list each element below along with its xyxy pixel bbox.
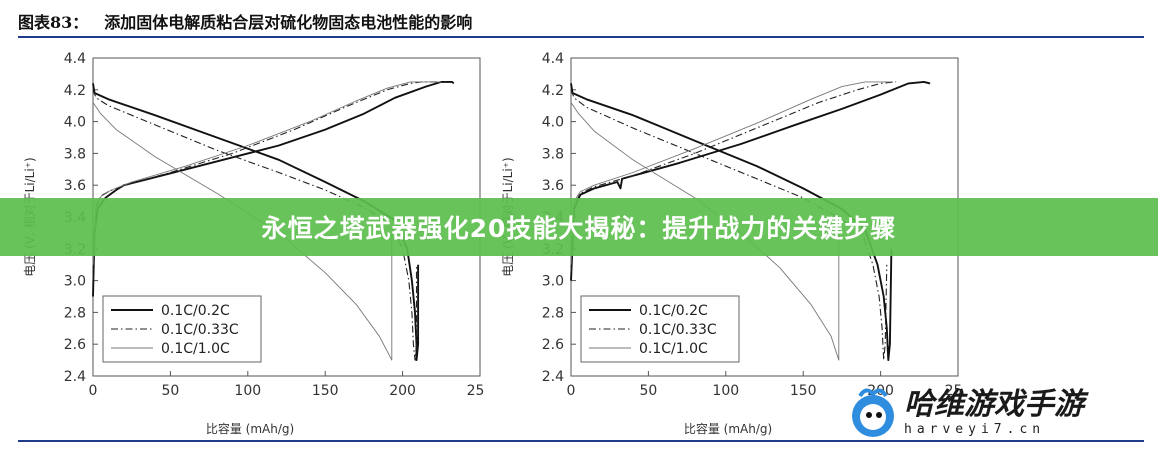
figure-title-bar: 图表83： 添加固体电解质粘合层对硫化物固态电池性能的影响 [18, 6, 1144, 38]
y-tick-label: 3.8 [64, 146, 86, 162]
legend-label: 0.1C/0.33C [161, 322, 239, 338]
series-line-discharge [92, 89, 418, 361]
watermark-url: harveyi7.cn [904, 421, 1046, 437]
x-axis-label: 比容量 (mAh/g) [206, 421, 294, 436]
y-tick-label: 3.0 [64, 274, 86, 290]
x-tick-label: 200 [389, 383, 416, 399]
legend-label: 0.1C/1.0C [639, 341, 708, 357]
y-tick-label: 3.6 [64, 178, 86, 194]
mascot-icon [852, 388, 894, 437]
y-tick-label: 2.6 [64, 337, 86, 353]
chart-left: 2.42.62.83.03.23.43.63.84.04.24.40501001… [23, 51, 485, 436]
overlay-headline: 永恒之塔武器强化20技能大揭秘：提升战力的关键步骤 [261, 214, 897, 243]
x-tick-label: 50 [639, 383, 657, 399]
x-tick-label: 250 [467, 383, 485, 399]
x-tick-label: 250 [945, 383, 963, 399]
x-tick-label: 100 [712, 383, 739, 399]
x-tick-label: 0 [89, 383, 98, 399]
overlay-banner: 永恒之塔武器强化20技能大揭秘：提升战力的关键步骤 [0, 198, 1158, 256]
y-tick-label: 4.0 [542, 115, 564, 131]
series-line-charge [570, 81, 893, 265]
y-tick-label: 2.8 [64, 305, 86, 321]
y-tick-label: 4.0 [64, 115, 86, 131]
series-line-charge [570, 80, 931, 281]
watermark: 哈维游戏手游 harveyi7.cn [848, 380, 1148, 444]
series-line-charge [570, 81, 897, 273]
legend-label: 0.1C/0.2C [161, 303, 230, 319]
y-tick-label: 4.2 [64, 83, 86, 99]
x-tick-label: 100 [234, 383, 261, 399]
y-tick-label: 2.4 [64, 369, 86, 385]
y-tick-label: 4.4 [64, 51, 86, 67]
y-tick-label: 2.6 [542, 337, 564, 353]
x-tick-label: 150 [312, 383, 339, 399]
legend-label: 0.1C/1.0C [161, 341, 230, 357]
figure-number: 图表83： [18, 13, 89, 32]
series-line-charge [92, 80, 455, 297]
bottom-rule [18, 440, 1144, 442]
y-tick-label: 3.0 [542, 274, 564, 290]
y-tick-label: 4.2 [542, 83, 564, 99]
watermark-name: 哈维游戏手游 [904, 386, 1084, 422]
x-tick-label: 150 [790, 383, 817, 399]
y-tick-label: 2.4 [542, 369, 564, 385]
y-tick-label: 3.6 [542, 178, 564, 194]
legend-label: 0.1C/0.2C [639, 303, 708, 319]
y-tick-label: 2.8 [542, 305, 564, 321]
chart-right: 2.42.62.83.03.23.43.63.84.04.24.40501001… [501, 51, 963, 436]
series-line-charge [92, 81, 442, 265]
legend-label: 0.1C/0.33C [639, 322, 717, 338]
x-tick-label: 50 [161, 383, 179, 399]
y-tick-label: 3.8 [542, 146, 564, 162]
x-tick-label: 0 [567, 383, 576, 399]
y-tick-label: 4.4 [542, 51, 564, 67]
x-axis-label: 比容量 (mAh/g) [684, 421, 772, 436]
series-line-charge [92, 81, 446, 281]
figure-title: 添加固体电解质粘合层对硫化物固态电池性能的影响 [104, 13, 473, 32]
